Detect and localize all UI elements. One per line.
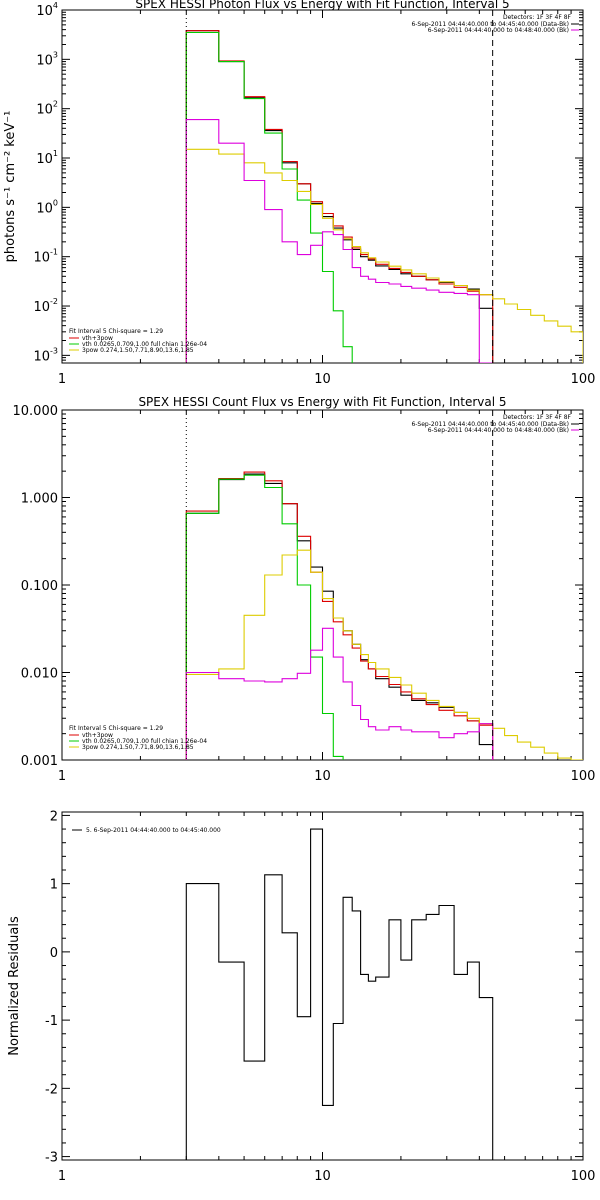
x-tick-label: 1 — [58, 1169, 66, 1184]
y-tick-label: 100 — [36, 198, 58, 216]
y-tick-label: -3 — [45, 1151, 58, 1166]
y-tick-label: -2 — [45, 1082, 58, 1097]
fit-legend-entry: 3pow 0.274,1.50,7.71,8.90,13.6,1.85 — [82, 744, 194, 751]
series-line-vth — [185, 474, 344, 760]
x-tick-label: 1 — [58, 372, 66, 387]
legend-header: Detectors: 1F 3F 4F 8F — [503, 14, 572, 21]
y-tick-label: -1 — [45, 1014, 58, 1029]
legend-header: Detectors: 1F 3F 4F 8F — [503, 414, 572, 421]
series-line-3pow — [185, 148, 583, 363]
y-tick-label: 102 — [36, 100, 58, 118]
y-tick-label: 1.000 — [21, 492, 58, 507]
residual-legend-entry: 5. 6-Sep-2011 04:44:40.000 to 04:45:40.0… — [86, 827, 221, 834]
fit-legend-entry: vth+3pow — [82, 335, 113, 342]
y-tick-label: 0.010 — [21, 667, 58, 682]
legend-entry: 6-Sep-2011 04:44:40.000 to 04:48:40.000 … — [428, 427, 569, 434]
y-tick-label: 0.001 — [21, 754, 58, 769]
series-line-residuals — [185, 828, 494, 1160]
fit-legend-header: Fit Interval 5 Chi-square = 1.29 — [69, 328, 163, 335]
chart-title: SPEX HESSI Photon Flux vs Energy with Fi… — [135, 0, 509, 11]
fit-legend-entry: vth+3pow — [82, 732, 113, 739]
fit-legend-entry: vth 0.0265,0.709,1.00 full chian 1.26e-0… — [82, 341, 207, 348]
y-axis-label: photons s⁻¹ cm⁻² keV⁻¹ — [3, 111, 18, 263]
legend-entry: 6-Sep-2011 04:44:40.000 to 04:45:40.000 … — [411, 421, 569, 428]
count-flux-chart: SPEX HESSI Count Flux vs Energy with Fit… — [13, 395, 596, 784]
y-tick-label: 1 — [50, 878, 58, 893]
fit-legend-header: Fit Interval 5 Chi-square = 1.29 — [69, 725, 163, 732]
y-tick-label: 10.000 — [13, 404, 59, 419]
y-axis-label: Normalized Residuals — [7, 916, 22, 1056]
legend-entry: 6-Sep-2011 04:44:40.000 to 04:45:40.000 … — [411, 21, 569, 28]
series-line-vth-3pow — [185, 30, 494, 363]
x-tick-label: 10 — [314, 1169, 331, 1184]
chart-title: SPEX HESSI Count Flux vs Energy with Fit… — [138, 395, 506, 409]
x-tick-label: 100 — [571, 769, 596, 784]
series-line-3pow — [185, 549, 583, 760]
y-tick-label: 104 — [36, 1, 58, 19]
y-tick-label: 2 — [50, 809, 58, 824]
y-tick-label: 10-3 — [33, 346, 58, 364]
y-tick-label: 10-1 — [33, 248, 58, 266]
y-tick-label: 10-2 — [33, 297, 58, 315]
series-line-data-bk — [185, 473, 494, 760]
y-tick-label: 0.100 — [21, 579, 58, 594]
series-line-data-bk — [185, 30, 494, 363]
series-line-bk — [185, 119, 493, 363]
photon-flux-chart: SPEX HESSI Photon Flux vs Energy with Fi… — [3, 0, 596, 387]
y-tick-label: 0 — [50, 946, 58, 961]
fit-legend-entry: vth 0.0265,0.709,1.00 full chian 1.26e-0… — [82, 738, 207, 745]
fit-legend-entry: 3pow 0.274,1.50,7.71,8.90,13.6,1.85 — [82, 347, 194, 354]
x-tick-label: 100 — [571, 1169, 596, 1184]
x-tick-label: 1 — [58, 769, 66, 784]
series-line-vth-3pow — [185, 471, 494, 760]
y-tick-label: 101 — [36, 149, 58, 167]
x-tick-label: 10 — [314, 769, 331, 784]
x-tick-label: 10 — [314, 372, 331, 387]
plot-frame — [61, 9, 584, 364]
series-line-bk — [185, 627, 494, 760]
legend-entry: 6-Sep-2011 04:44:40.000 to 04:48:40.000 … — [428, 27, 569, 34]
y-tick-label: 103 — [36, 50, 58, 68]
series-line-vth — [185, 31, 353, 363]
x-tick-label: 100 — [571, 372, 596, 387]
